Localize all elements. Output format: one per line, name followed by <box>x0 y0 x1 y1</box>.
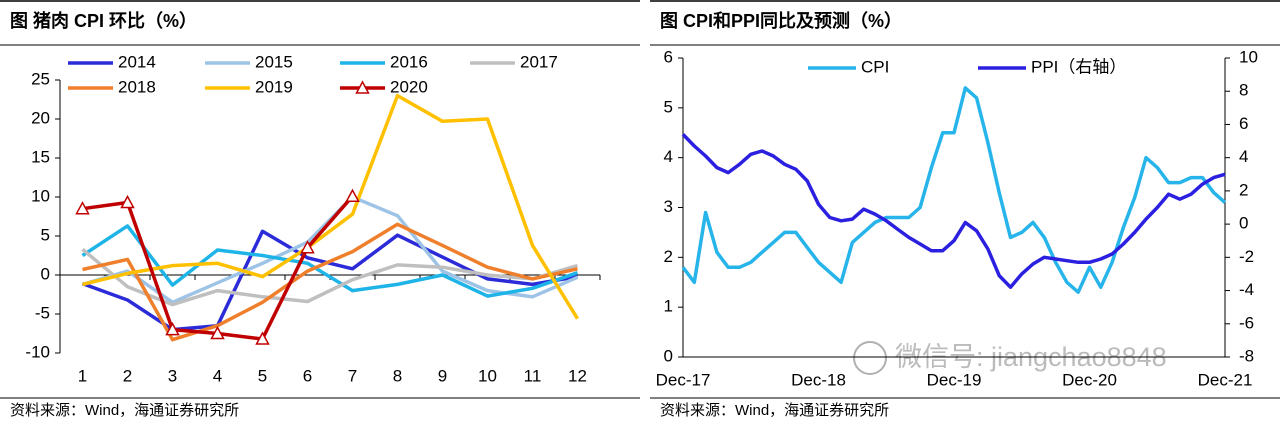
x-tick-label: 9 <box>438 366 447 385</box>
chart-title: 图 CPI和PPI同比及预测（%） <box>660 10 902 31</box>
legend-label: 2016 <box>390 52 428 71</box>
x-tick-label: 10 <box>478 366 497 385</box>
legend-label: CPI <box>861 57 889 76</box>
legend-label: PPI（右轴） <box>1031 57 1126 76</box>
series-line <box>81 247 578 307</box>
y-tick-label: 5 <box>41 225 50 244</box>
point-marker <box>165 322 180 336</box>
y2-tick-label: -6 <box>1239 313 1254 332</box>
y-tick-label: -10 <box>25 342 50 361</box>
y-tick-label: 25 <box>31 69 50 88</box>
legend-label: 2017 <box>520 52 558 71</box>
point-marker <box>120 194 135 209</box>
y2-tick-label: 10 <box>1239 47 1258 66</box>
source: 资料来源：Wind，海通证券研究所 <box>660 402 889 419</box>
x-tick-label: Dec-18 <box>791 370 846 389</box>
x-tick-label: Dec-21 <box>1198 370 1253 389</box>
x-tick-label: Dec-17 <box>656 370 711 389</box>
y-tick-label: 2 <box>664 247 673 266</box>
y2-tick-label: 8 <box>1239 81 1248 100</box>
chart-title: 图 猪肉 CPI 环比（%） <box>10 10 197 31</box>
legend-label: 2020 <box>390 77 428 96</box>
panel-frames <box>0 0 1280 399</box>
legend-label: 2019 <box>255 77 293 96</box>
source: 资料来源：Wind，海通证券研究所 <box>10 402 239 419</box>
y-tick-label: 3 <box>664 197 673 216</box>
x-tick-label: 3 <box>168 366 177 385</box>
y-tick-label: 15 <box>31 147 50 166</box>
point-marker <box>300 240 315 254</box>
x-tick-label: 7 <box>348 366 357 385</box>
x-tick-label: Dec-19 <box>927 370 982 389</box>
y2-tick-label: 0 <box>1239 214 1248 233</box>
x-tick-label: 4 <box>213 366 222 385</box>
legend-label: 2018 <box>118 77 156 96</box>
y2-tick-label: 4 <box>1239 147 1248 166</box>
x-tick-label: 6 <box>303 366 312 385</box>
point-marker <box>210 325 225 340</box>
point-marker <box>345 188 360 202</box>
y-tick-label: 20 <box>31 108 50 127</box>
watermark-icon <box>853 341 887 375</box>
y2-tick-label: -4 <box>1239 280 1254 299</box>
y2-tick-label: -8 <box>1239 346 1254 365</box>
series-line <box>82 222 578 342</box>
series-line <box>81 224 579 298</box>
x-tick-label: 12 <box>568 366 587 385</box>
x-tick-label: 11 <box>524 366 542 385</box>
x-tick-label: 5 <box>258 366 267 385</box>
point-marker <box>75 201 90 215</box>
series-line <box>681 86 1227 294</box>
y-tick-label: -5 <box>35 303 50 322</box>
y-tick-label: 0 <box>664 346 673 365</box>
legend-label: 2015 <box>255 52 293 71</box>
y2-tick-label: -2 <box>1239 247 1254 266</box>
legend-marker <box>355 80 370 94</box>
y-tick-label: 0 <box>41 264 50 283</box>
y-tick-label: 1 <box>664 297 673 316</box>
point-marker <box>255 331 270 345</box>
y-tick-label: 4 <box>664 147 673 166</box>
y-tick-label: 6 <box>664 47 673 66</box>
x-tick-label: 8 <box>393 366 402 385</box>
legend-label: 2014 <box>118 52 156 71</box>
x-tick-label: 2 <box>123 366 132 385</box>
x-tick-label: 1 <box>78 366 87 385</box>
x-tick-label: Dec-20 <box>1062 370 1117 389</box>
series-line <box>82 93 579 320</box>
y-tick-label: 5 <box>664 97 673 116</box>
series-line <box>681 133 1226 289</box>
y-tick-label: 10 <box>31 186 50 205</box>
y2-tick-label: 6 <box>1239 114 1248 133</box>
y2-tick-label: 2 <box>1239 180 1248 199</box>
